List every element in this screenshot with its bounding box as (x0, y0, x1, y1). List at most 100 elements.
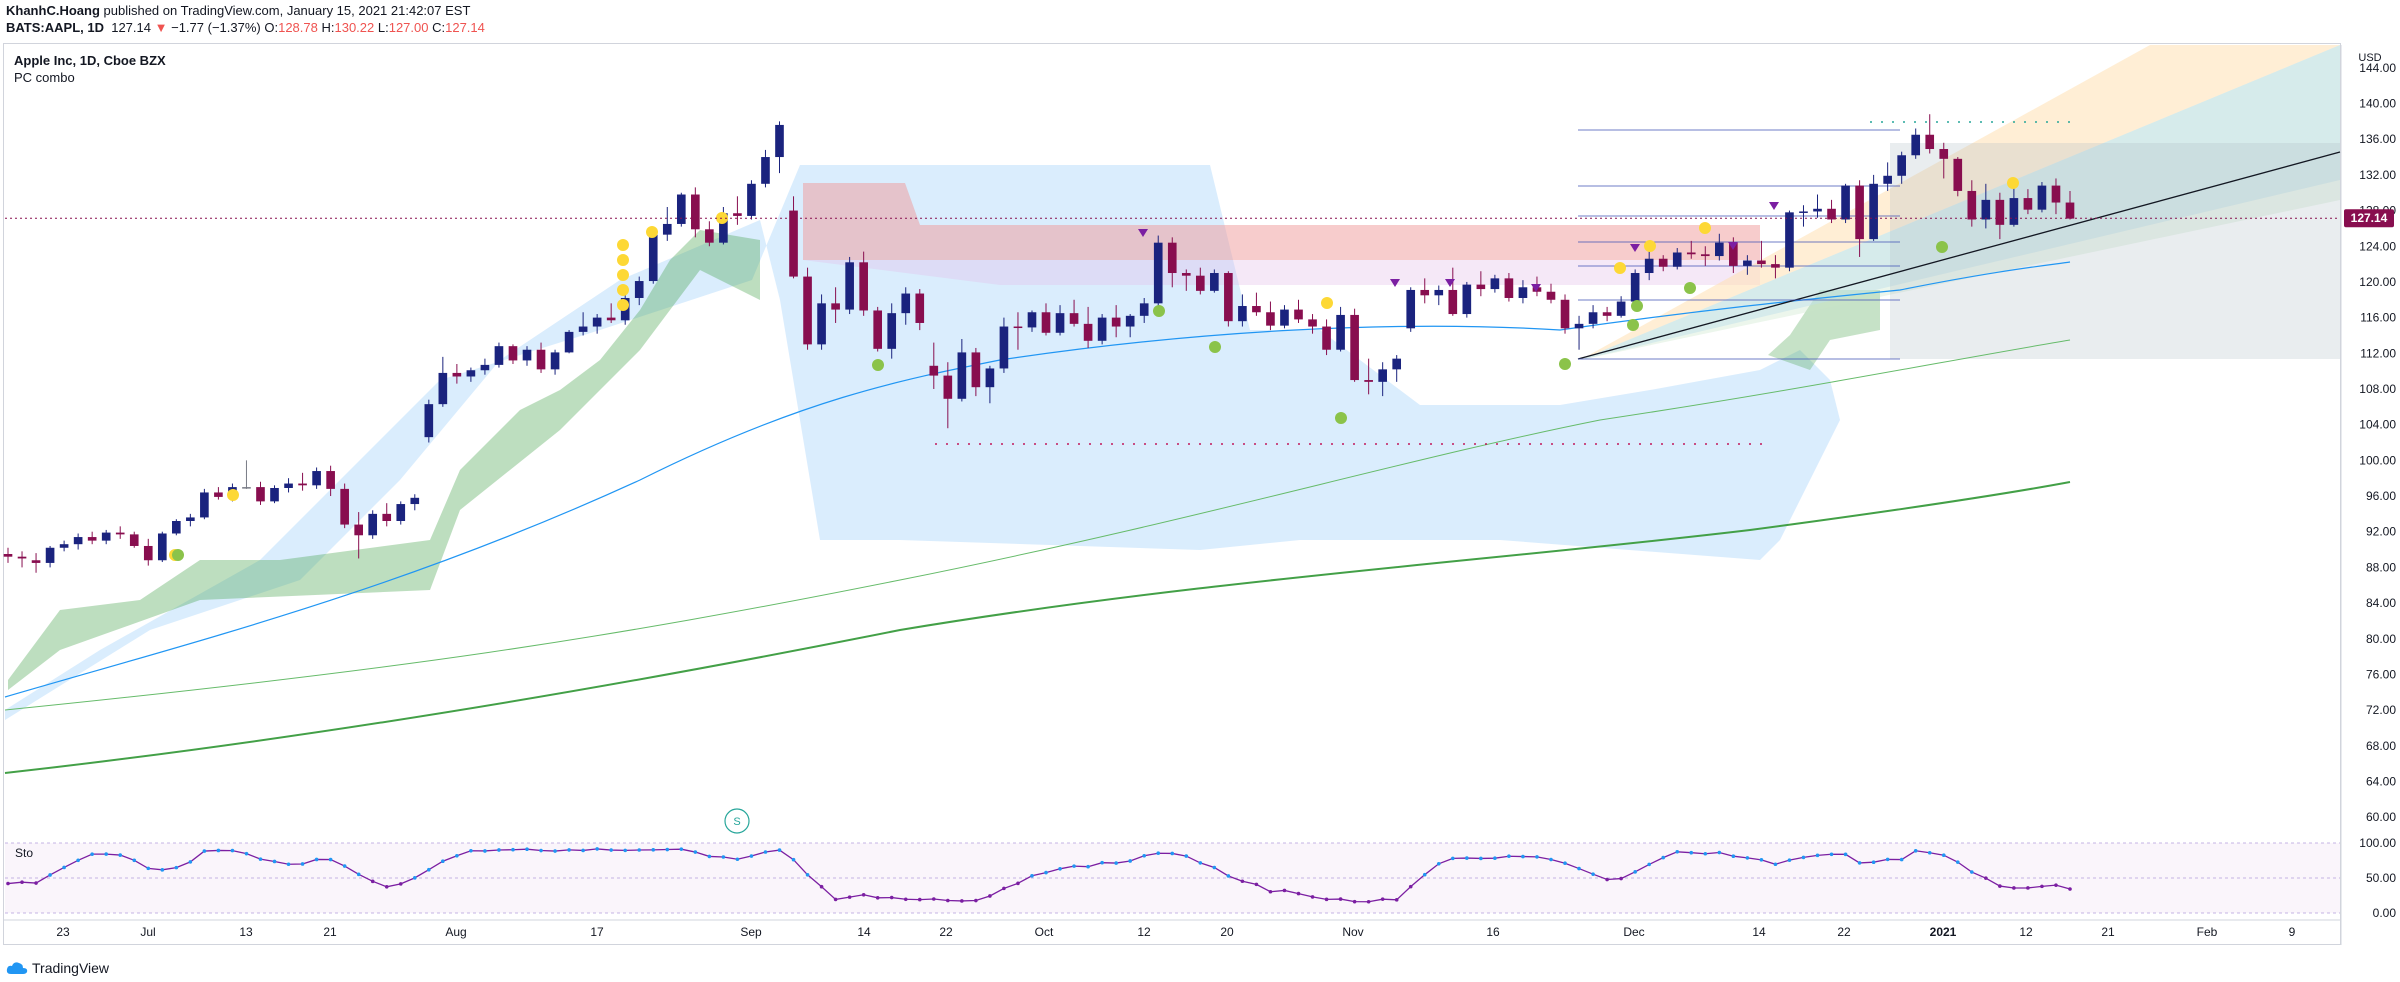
stoch-point (1633, 870, 1637, 874)
candle (578, 312, 588, 336)
stoch-point (1394, 898, 1399, 902)
candle-body (1841, 185, 1850, 220)
stoch-point (567, 848, 571, 852)
candle-body (971, 352, 981, 388)
candle-body (1181, 273, 1191, 276)
candle-body (705, 229, 714, 243)
stoch-point (2054, 883, 2058, 887)
candle-body (1869, 183, 1878, 240)
stoch-point (90, 852, 94, 856)
last-price-tag: 127.14 (2344, 209, 2394, 228)
candle-body (929, 365, 939, 376)
stoch-point (1815, 853, 1820, 858)
stoch-point (707, 854, 712, 859)
candle (1700, 246, 1710, 266)
candle-body (831, 303, 840, 310)
stoch-point (1955, 860, 1960, 864)
signal-dot-yellow (646, 226, 658, 238)
chart-legend[interactable]: Apple Inc, 1D, Cboe BZX PC combo (14, 52, 166, 86)
candle (775, 121, 784, 174)
sma-200-line (4, 481, 2071, 774)
candle (115, 526, 125, 539)
candle (1588, 305, 1598, 329)
stoch-point (1773, 862, 1778, 867)
stoch-point (539, 848, 543, 853)
time-tick: 2021 (1930, 925, 1957, 939)
time-tick: Aug (445, 925, 466, 939)
publisher-name[interactable]: KhanhC.Hoang (6, 3, 100, 18)
time-axis[interactable]: 23 Jul 13 21 Aug 17 Sep 14 22 Oct 12 20 Nov 16 Dec 14 22… (3, 919, 2341, 939)
candle-body (396, 504, 406, 521)
candle (1336, 306, 1345, 352)
tradingview-logo[interactable]: TradingView (6, 960, 109, 976)
price-tick: 100.00 (2359, 453, 2396, 467)
stoch-point (763, 850, 768, 854)
stoch-point (2068, 887, 2072, 891)
stoch-point (861, 892, 866, 897)
time-tick: 14 (857, 925, 871, 939)
stoch-point (258, 857, 263, 861)
candle-body (761, 157, 770, 184)
stoch-point (441, 859, 445, 864)
candle-body (1672, 252, 1682, 267)
stoch-point (1984, 876, 1988, 880)
candle (662, 207, 672, 241)
stoch-point (1885, 857, 1890, 862)
stoch-point (1731, 854, 1736, 859)
candle (1083, 306, 1093, 348)
time-tick: 21 (323, 925, 337, 939)
candle (1041, 303, 1051, 336)
candle-body (1799, 211, 1808, 213)
stoch-point (1521, 854, 1525, 859)
candle-body (1560, 299, 1570, 329)
signal-dot-yellow (227, 489, 239, 501)
stoch-point (2026, 886, 2030, 890)
stoch-point (609, 848, 613, 852)
stoch-point (469, 848, 473, 853)
candle-body (1153, 242, 1163, 304)
stoch-point (1072, 864, 1076, 868)
last-price: 127.14 (111, 20, 151, 35)
event-marker[interactable]: S (724, 808, 750, 834)
candle (1378, 362, 1387, 397)
candle (1434, 285, 1444, 306)
candle (676, 192, 686, 227)
candle (1027, 310, 1037, 332)
candle (887, 303, 897, 359)
candle (3, 547, 13, 563)
candle-body (775, 124, 784, 158)
stoch-point (216, 848, 221, 853)
price-axis[interactable]: 144.00140.00136.00132.00128.00124.00120.… (2340, 45, 2396, 945)
stoch-point (833, 897, 838, 902)
stoch-point (960, 899, 964, 903)
stoch-point (244, 851, 249, 856)
stoch-point (483, 849, 487, 853)
candle (1630, 269, 1640, 304)
stoch-point (1801, 855, 1806, 860)
candle (1771, 255, 1780, 279)
candle (256, 481, 265, 505)
signal-triangle (1390, 279, 1400, 287)
high-value: 130.22 (334, 20, 375, 35)
signal-dot-green (1936, 241, 1948, 253)
close-label: C: (432, 20, 446, 35)
stoch-point (889, 895, 894, 900)
publish-text: published on TradingView.com, January 15… (99, 3, 471, 18)
candle (1616, 296, 1626, 318)
stoch-point (875, 896, 880, 900)
stoch-point (1156, 851, 1161, 856)
candle-body (817, 303, 826, 345)
candle-body (1785, 212, 1794, 268)
stoch-point (946, 898, 950, 903)
candle-body (45, 547, 55, 563)
signal-dot-green (172, 549, 184, 561)
stoch-point (118, 853, 123, 857)
stoch-point (1843, 852, 1848, 857)
candle (845, 256, 854, 315)
candle-body (1729, 242, 1738, 266)
price-tick: 136.00 (2359, 132, 2396, 146)
signal-dot-yellow (1644, 240, 1656, 252)
fib-fan-green (1580, 45, 2340, 360)
signal-triangle (1769, 202, 1779, 210)
